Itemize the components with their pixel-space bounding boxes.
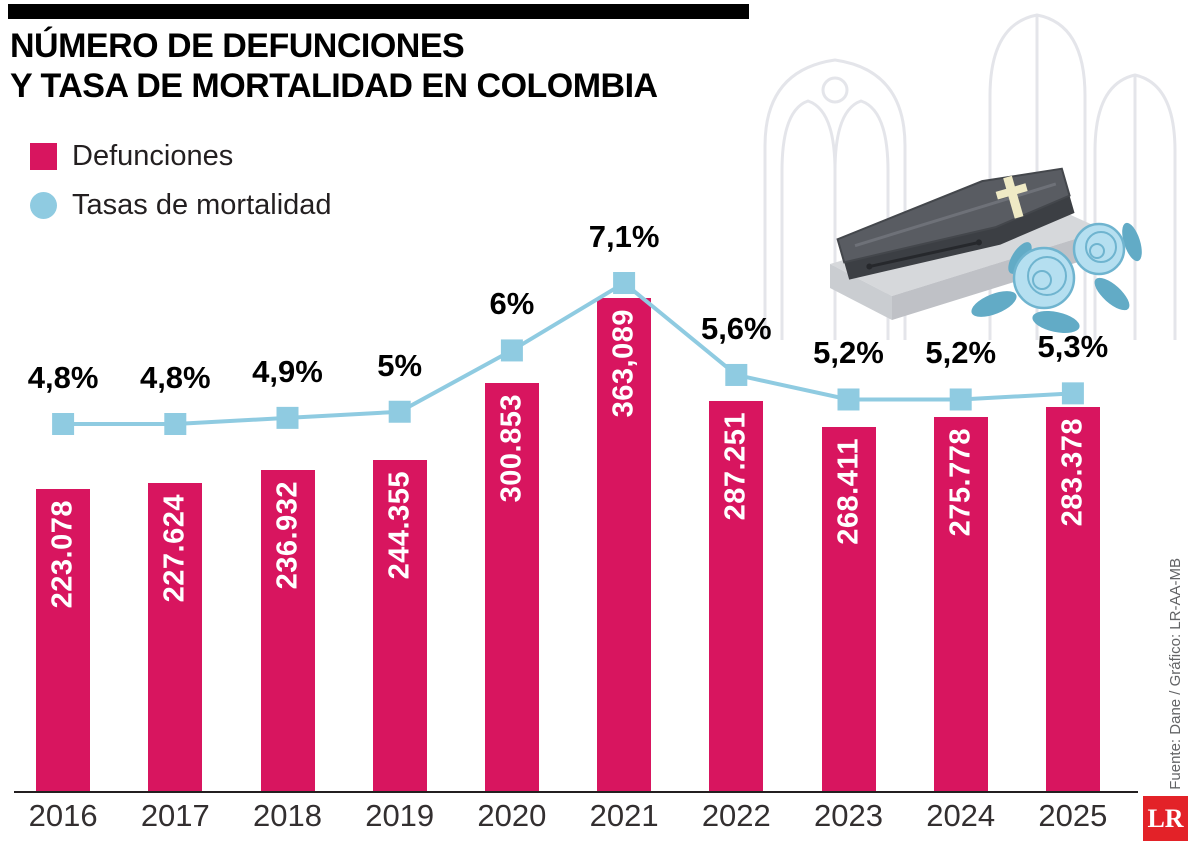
bar-2020: 300.853: [484, 383, 539, 793]
x-axis-label-2020: 2020: [477, 798, 547, 833]
bar-value-label: 283.378: [1056, 418, 1089, 527]
x-axis-label-2016: 2016: [28, 798, 98, 833]
x-axis-label-2019: 2019: [365, 798, 435, 833]
title-line-2: Y TASA DE MORTALIDAD EN COLOMBIA: [10, 67, 658, 106]
bar-2017: 227.624: [148, 483, 203, 793]
legend-label-tasas: Tasas de mortalidad: [72, 189, 332, 221]
bar-value-label: 363,089: [607, 309, 640, 418]
bar-value-label: 287.251: [719, 412, 752, 521]
bar-value-label: 236.932: [271, 481, 303, 590]
x-axis-label-2024: 2024: [926, 798, 996, 833]
bar-2025: 283.378: [1045, 407, 1100, 793]
bar-2024: 275.778: [933, 417, 988, 793]
rate-label-2023: 5,2%: [813, 335, 884, 371]
legend: Defunciones Tasas de mortalidad: [30, 140, 332, 238]
rate-label-2021: 7,1%: [588, 219, 660, 254]
bar-value-label: 268.411: [832, 438, 864, 545]
line-series-swatch-icon: [30, 192, 57, 219]
page-title: NÚMERO DE DEFUNCIONES Y TASA DE MORTALID…: [10, 26, 658, 106]
bar-value-label: 300.853: [495, 394, 528, 503]
rate-label-2019: 5%: [377, 347, 423, 383]
x-axis-label-2023: 2023: [814, 798, 883, 833]
cross-icon: [995, 175, 1028, 219]
x-axis-label-2021: 2021: [589, 798, 659, 833]
coffin-icon: [836, 167, 1075, 280]
rate-label-2018: 4,9%: [252, 353, 323, 389]
bar-2016: 223.078: [36, 489, 91, 793]
x-axis-label-2022: 2022: [701, 798, 771, 833]
bar-value-label: 275.778: [944, 428, 977, 537]
rate-label-2020: 6%: [489, 286, 535, 322]
title-line-1: NÚMERO DE DEFUNCIONES: [10, 27, 465, 65]
bar-value-label: 223.078: [46, 500, 79, 609]
bar-value-label: 244.355: [383, 471, 416, 580]
bar-2022: 287.251: [709, 401, 764, 793]
bar-2019: 244.355: [372, 460, 427, 793]
legend-item-tasas: Tasas de mortalidad: [30, 189, 332, 222]
legend-item-defunciones: Defunciones: [30, 140, 332, 173]
church-window-icon: [763, 13, 1177, 340]
bar-value-label: 227.624: [158, 494, 191, 603]
rate-label-2016: 4,8%: [27, 360, 99, 395]
rate-label-2025: 5,3%: [1037, 329, 1109, 365]
source-credit: Fuente: Dane / Gráfico: LR-AA-MB: [1167, 558, 1184, 790]
rate-label-2024: 5,2%: [925, 335, 997, 371]
bar-series-swatch-icon: [30, 143, 57, 170]
x-axis-label-2017: 2017: [140, 798, 210, 833]
lr-logo: LR: [1143, 796, 1188, 841]
rate-label-2017: 4,8%: [139, 360, 211, 395]
x-axis-label-2025: 2025: [1038, 798, 1108, 833]
legend-label-defunciones: Defunciones: [72, 140, 234, 172]
top-accent-bar: [8, 4, 749, 19]
x-axis-line: [14, 791, 1138, 793]
x-axis-label-2018: 2018: [253, 798, 322, 833]
bar-2023: 268.411: [821, 427, 876, 793]
coffin-illustration: [763, 13, 1177, 340]
bar-2018: 236.932: [260, 470, 315, 793]
bar-2021: 363,089: [597, 298, 652, 793]
rate-label-2022: 5,6%: [700, 310, 772, 346]
